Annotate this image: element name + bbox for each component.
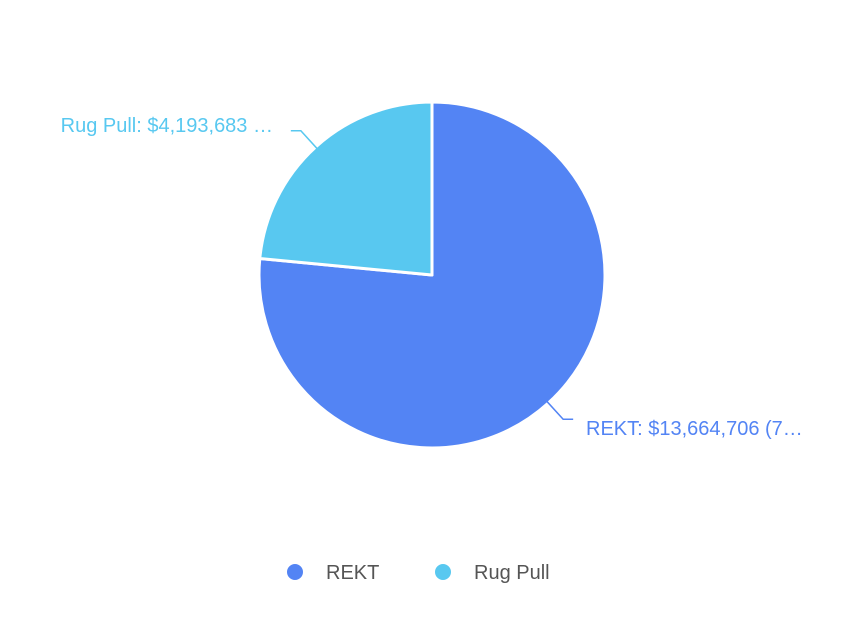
leader-line-rug-pull [290,129,319,151]
legend-label-rekt: REKT [326,562,379,584]
legend-item-rekt[interactable]: REKT [285,562,379,584]
leader-line-rekt [545,399,574,421]
legend-label-rug-pull: Rug Pull [474,562,550,584]
legend-marker-rekt [285,562,305,582]
slice-label-rekt: REKT: $13,664,706 (7… [586,418,803,440]
slice-label-rug-pull: Rug Pull: $4,193,683 … [61,115,273,137]
legend-marker-rug-pull [433,562,453,582]
pie-slice-rug-pull[interactable] [258,100,434,277]
legend-item-rug-pull[interactable]: Rug Pull [433,562,550,584]
legend: REKT Rug Pull [285,562,550,584]
